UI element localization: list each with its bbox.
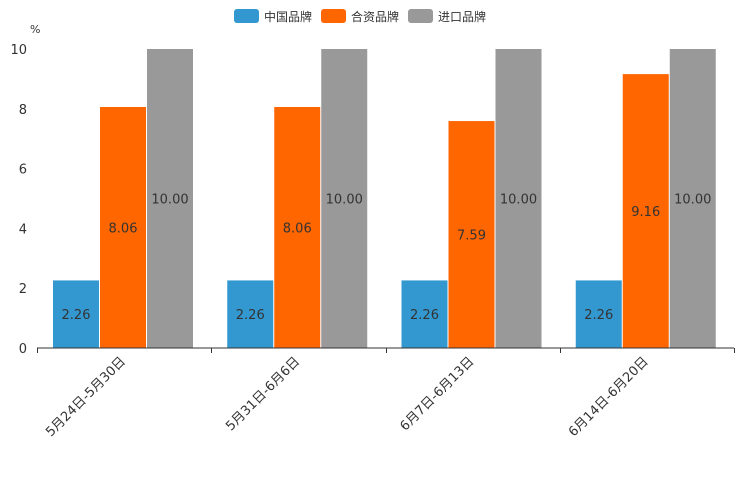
legend-label-jv-brand: 合资品牌 [351, 9, 400, 24]
bar [274, 107, 321, 348]
bar [401, 280, 448, 348]
y-tick-label: 6 [19, 163, 27, 178]
bar [147, 49, 193, 348]
data-label: 7.59 [457, 229, 486, 244]
legend-item-import-brand[interactable]: 进口品牌 [408, 8, 486, 25]
x-category-label: 6月7日-6月13日 [398, 354, 478, 434]
y-unit-label: % [30, 23, 40, 36]
data-label: 9.16 [631, 205, 660, 220]
legend: 中国品牌 合资品牌 进口品牌 [234, 7, 495, 25]
x-category-label: 5月24日-5月30日 [43, 354, 129, 440]
y-tick-label: 4 [19, 222, 27, 237]
legend-item-jv-brand[interactable]: 合资品牌 [321, 8, 399, 25]
legend-swatch-import-brand [408, 9, 434, 23]
bar [227, 280, 274, 348]
bar [100, 107, 146, 348]
bar [495, 49, 542, 348]
bar [622, 74, 669, 348]
legend-swatch-jv-brand [321, 9, 347, 23]
bar [321, 49, 368, 348]
bar [669, 49, 716, 348]
y-axis: 0 2 4 6 8 10 [10, 43, 27, 357]
data-label: 8.06 [109, 222, 138, 237]
legend-item-china-brand[interactable]: 中国品牌 [234, 8, 312, 25]
bars: 2.26 8.06 10.00 2.26 8.06 10.00 2.26 7.59 10.00 2… [53, 49, 716, 349]
data-label: 2.26 [62, 308, 91, 323]
bar [575, 280, 622, 348]
legend-swatch-china-brand [234, 9, 259, 23]
data-label: 2.26 [410, 308, 439, 323]
data-label: 8.06 [283, 222, 312, 237]
data-label: 10.00 [326, 193, 363, 208]
data-label: 10.00 [500, 193, 537, 208]
data-label: 2.26 [584, 308, 613, 323]
y-tick-label: 8 [19, 103, 27, 118]
legend-label-china-brand: 中国品牌 [264, 9, 313, 24]
y-tick-label: 0 [19, 342, 27, 357]
x-category-label: 5月31日-6月6日 [223, 354, 303, 434]
data-label: 10.00 [151, 193, 188, 208]
x-axis: 5月24日-5月30日 5月31日-6月6日 6月7日-6月13日 6月14日-6月2… [37, 347, 735, 440]
x-category-label: 6月14日-6月20日 [566, 354, 652, 440]
data-label: 2.26 [236, 308, 265, 323]
bar [53, 280, 99, 348]
y-tick-label: 10 [10, 43, 27, 58]
bar [448, 121, 495, 349]
data-label: 10.00 [674, 193, 711, 208]
y-tick-label: 2 [19, 282, 27, 297]
legend-label-import-brand: 进口品牌 [438, 9, 487, 24]
